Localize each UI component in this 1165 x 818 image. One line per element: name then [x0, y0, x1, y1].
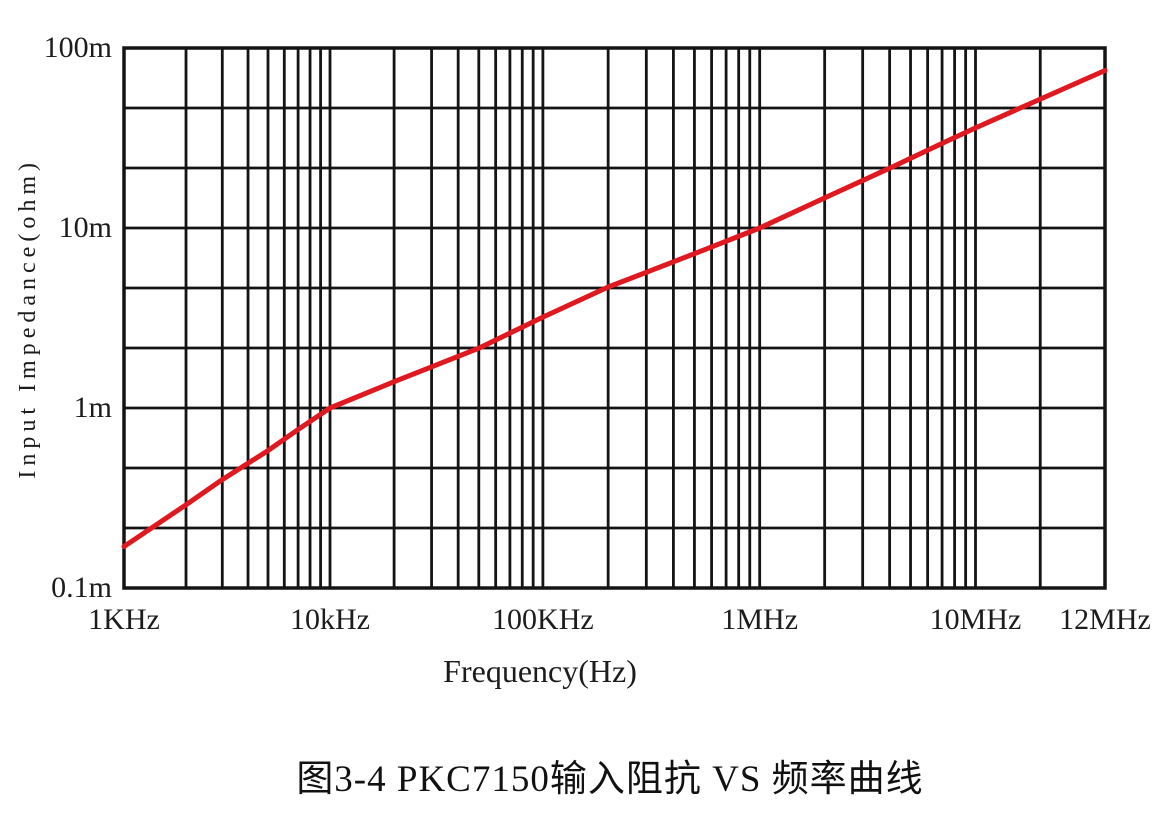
- y-axis-title: Input Impedance(ohm): [6, 48, 50, 588]
- impedance-curve: [121, 68, 1108, 549]
- y-tick-label: 0.1m: [51, 571, 112, 604]
- x-tick-label: 12MHz: [1059, 603, 1151, 636]
- x-tick-label: 1MHz: [721, 603, 799, 636]
- x-tick-label: 100KHz: [492, 603, 594, 636]
- x-axis-title: Frequency(Hz): [443, 653, 637, 689]
- plot-border: [122, 46, 1107, 590]
- x-tick-label: 10kHz: [290, 603, 370, 636]
- y-tick-label: 10m: [58, 211, 112, 244]
- figure-caption: 图3-4 PKC7150输入阻抗 VS 频率曲线: [296, 759, 924, 800]
- x-tick-label: 1KHz: [88, 603, 160, 636]
- y-axis-title-text: Input Impedance(ohm): [14, 157, 41, 479]
- y-tick-label: 100m: [43, 31, 112, 64]
- x-tick-label: 10MHz: [929, 603, 1022, 636]
- plot-area: [121, 46, 1108, 590]
- y-tick-label: 1m: [73, 391, 112, 424]
